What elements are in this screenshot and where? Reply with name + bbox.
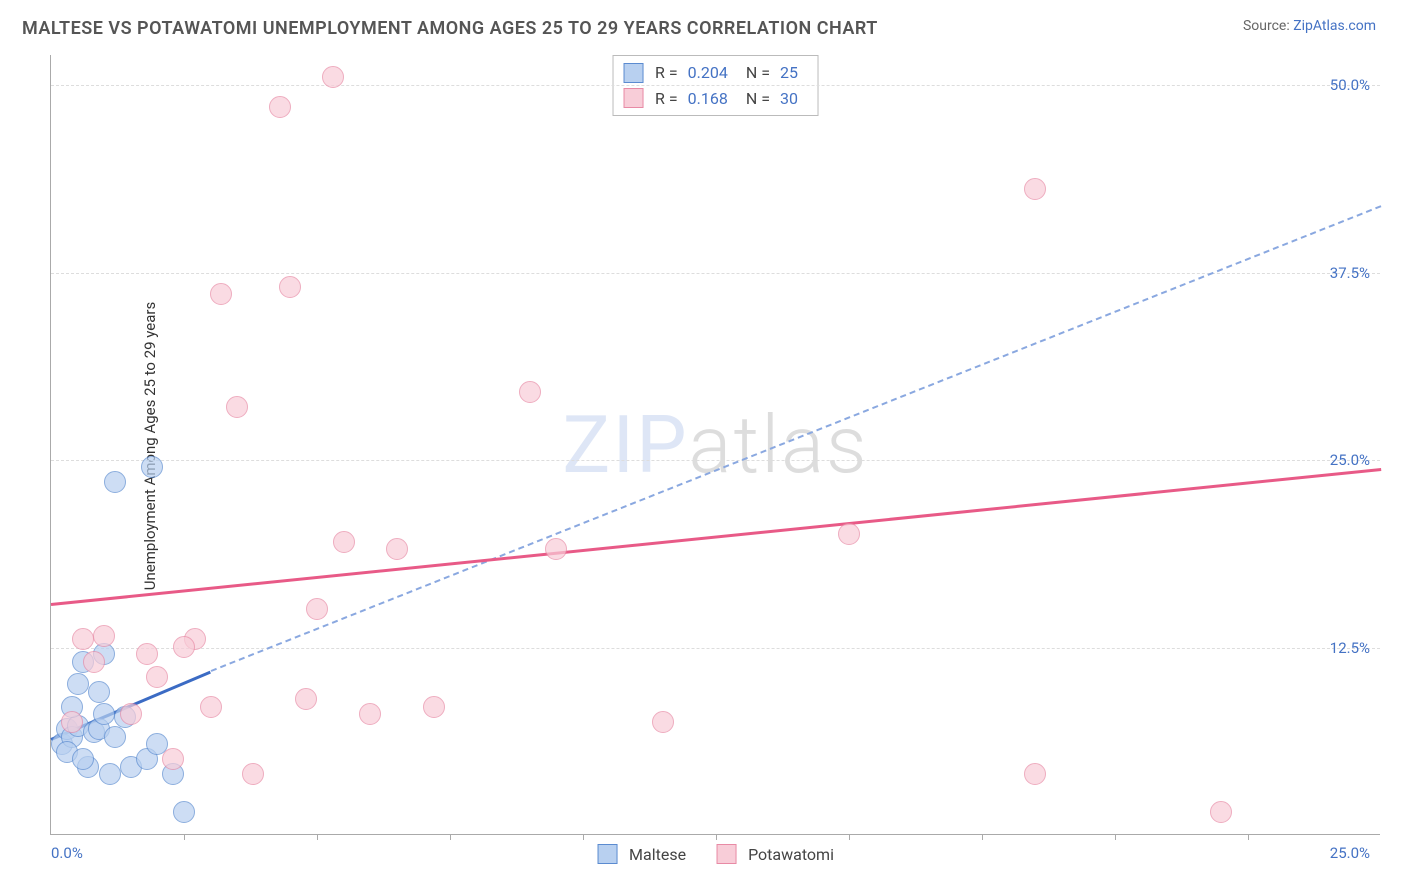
stats-row: R = 0.168 N = 30 [623,86,808,112]
r-value: 0.204 [688,60,728,86]
data-point [93,625,115,647]
data-point [104,726,126,748]
r-label: R = [655,60,678,86]
chart-title: MALTESE VS POTAWATOMI UNEMPLOYMENT AMONG… [22,18,878,39]
data-point [162,748,184,770]
data-point [72,748,94,770]
data-point [545,538,567,560]
trend-line [51,468,1381,606]
data-point [61,711,83,733]
r-value: 0.168 [688,86,728,112]
x-tick [317,834,318,840]
data-point [269,96,291,118]
legend-label: Maltese [629,845,686,864]
data-point [295,688,317,710]
data-point [359,703,381,725]
legend-swatch [716,844,736,864]
y-tick-label: 50.0% [1330,76,1370,94]
data-point [838,523,860,545]
data-point [1024,178,1046,200]
legend-label: Potawatomi [748,845,834,864]
data-point [120,703,142,725]
r-label: R = [655,86,678,112]
source-attribution: Source: ZipAtlas.com [1243,18,1376,34]
data-point [146,666,168,688]
data-point [83,651,105,673]
data-point [226,396,248,418]
data-point [67,673,89,695]
data-point [210,283,232,305]
data-point [386,538,408,560]
x-tick [583,834,584,840]
series-swatch [623,88,643,108]
gridline [51,460,1380,461]
x-axis-max-label: 25.0% [1330,844,1370,862]
x-tick [716,834,717,840]
series-legend: Maltese Potawatomi [597,844,834,864]
watermark: ZIPatlas [562,398,868,492]
data-point [423,696,445,718]
data-point [200,696,222,718]
gridline [51,648,1380,649]
n-value: 30 [780,86,798,112]
data-point [306,598,328,620]
source-prefix: Source: [1243,18,1293,34]
data-point [93,703,115,725]
x-tick [1115,834,1116,840]
data-point [104,471,126,493]
n-label: N = [746,86,770,112]
data-point [173,801,195,823]
legend-swatch [597,844,617,864]
scatter-plot-area: ZIPatlas R =0.204N =25R =0.168N =30 0.0%… [50,55,1380,835]
data-point [136,643,158,665]
data-point [242,763,264,785]
x-axis-origin-label: 0.0% [51,844,83,862]
n-label: N = [746,60,770,86]
y-tick-label: 25.0% [1330,451,1370,469]
data-point [141,456,163,478]
data-point [88,681,110,703]
watermark-zip: ZIP [562,398,688,492]
x-tick [849,834,850,840]
data-point [519,381,541,403]
gridline [51,85,1380,86]
trend-line [210,205,1381,672]
stats-row: R = 0.204 N = 25 [623,60,808,86]
data-point [322,66,344,88]
data-point [333,531,355,553]
x-tick [1248,834,1249,840]
data-point [1024,763,1046,785]
data-point [279,276,301,298]
data-point [652,711,674,733]
legend-item: Maltese [597,844,686,864]
data-point [173,636,195,658]
y-tick-label: 12.5% [1330,639,1370,657]
x-tick [450,834,451,840]
data-point [72,628,94,650]
n-value: 25 [780,60,798,86]
data-point [1210,801,1232,823]
source-link[interactable]: ZipAtlas.com [1293,18,1376,34]
x-tick [982,834,983,840]
series-swatch [623,63,643,83]
data-point [99,763,121,785]
x-tick [184,834,185,840]
legend-item: Potawatomi [716,844,834,864]
gridline [51,273,1380,274]
y-tick-label: 37.5% [1330,264,1370,282]
